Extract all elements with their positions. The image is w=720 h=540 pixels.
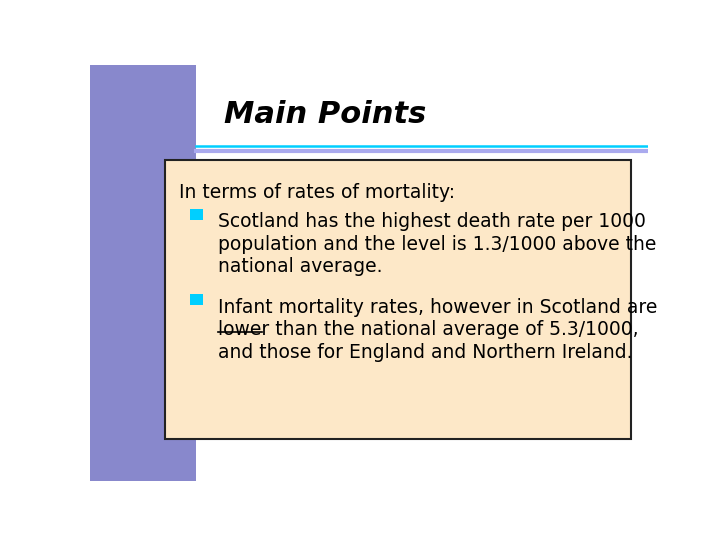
Text: national average.: national average. bbox=[218, 258, 383, 276]
FancyBboxPatch shape bbox=[190, 209, 203, 220]
FancyBboxPatch shape bbox=[190, 294, 203, 305]
Text: Main Points: Main Points bbox=[224, 100, 426, 129]
Text: Scotland has the highest death rate per 1000: Scotland has the highest death rate per … bbox=[218, 212, 647, 232]
Text: population and the level is 1.3/1000 above the: population and the level is 1.3/1000 abo… bbox=[218, 235, 657, 254]
Text: and those for England and Northern Ireland.: and those for England and Northern Irela… bbox=[218, 342, 633, 362]
Text: Infant mortality rates, however in Scotland are: Infant mortality rates, however in Scotl… bbox=[218, 298, 657, 316]
FancyBboxPatch shape bbox=[90, 65, 196, 481]
FancyBboxPatch shape bbox=[166, 160, 631, 439]
Text: In terms of rates of mortality:: In terms of rates of mortality: bbox=[179, 183, 456, 202]
Text: lower than the national average of 5.3/1000,: lower than the national average of 5.3/1… bbox=[218, 320, 639, 339]
